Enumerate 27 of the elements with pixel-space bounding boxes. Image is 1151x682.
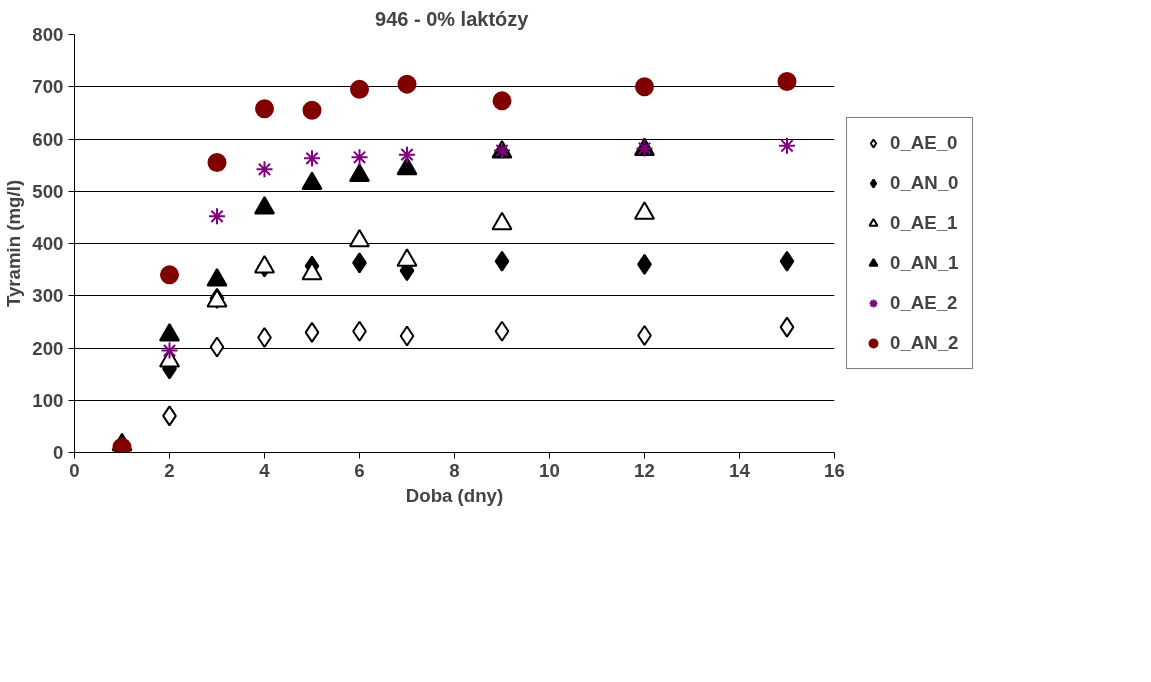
x-tick-label: 12 (634, 459, 655, 481)
legend-label: 0_AE_2 (890, 292, 958, 314)
legend-label: 0_AN_0 (890, 172, 959, 194)
legend-label: 0_AN_2 (890, 332, 959, 354)
y-tick-label: 400 (32, 233, 64, 254)
x-tick-label: 0 (69, 459, 80, 481)
chart-title: 946 - 0% laktózy (375, 7, 530, 30)
x-tick-label: 2 (164, 459, 175, 481)
y-axis-title: Tyramin (mg/l) (3, 179, 25, 308)
x-tick-label: 4 (259, 459, 271, 481)
x-tick-label: 10 (539, 459, 560, 481)
y-tick-label: 0 (53, 442, 64, 463)
x-tick-label: 6 (354, 459, 365, 481)
y-tick-label: 200 (32, 337, 64, 359)
x-tick-label: 8 (449, 459, 460, 481)
x-tick-label: 14 (729, 459, 751, 481)
x-axis-title: Doba (dny) (405, 484, 504, 506)
y-tick-label: 800 (32, 24, 64, 45)
legend-label: 0_AE_1 (890, 212, 958, 234)
y-tick-label: 600 (32, 128, 64, 150)
y-tick-label: 100 (32, 389, 64, 411)
y-tick-label: 500 (32, 180, 64, 202)
y-tick-label: 700 (32, 76, 64, 98)
y-tick-label: 300 (32, 285, 64, 307)
legend-label: 0_AE_0 (890, 132, 958, 154)
x-tick-label: 16 (824, 459, 845, 481)
legend-label: 0_AN_1 (890, 252, 959, 274)
